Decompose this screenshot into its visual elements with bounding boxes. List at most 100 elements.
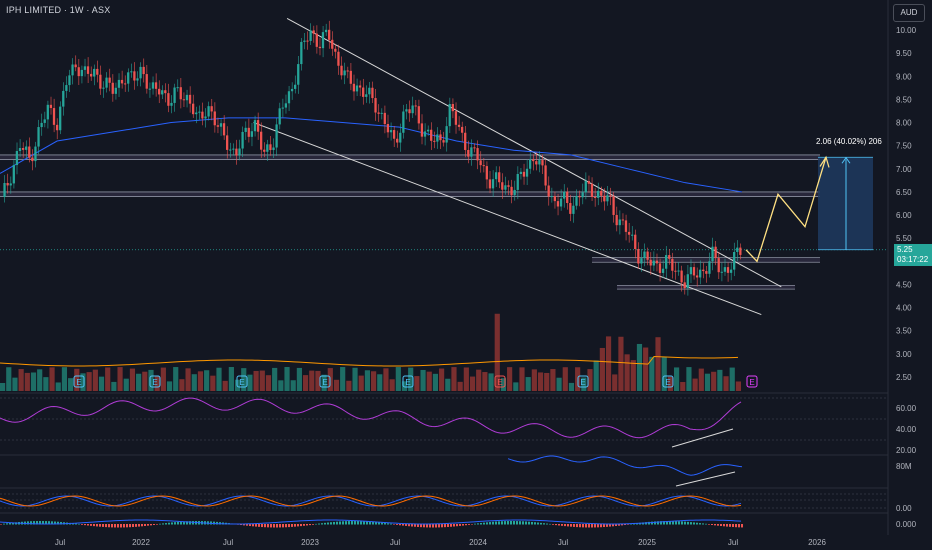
macd-hist-102 — [102, 524, 104, 527]
macd-hist-372 — [372, 521, 374, 525]
candle-body-8 — [25, 146, 28, 150]
candle-body-157 — [485, 166, 488, 180]
macd-hist-711 — [711, 524, 713, 525]
macd-hist-537 — [537, 522, 539, 525]
currency-button[interactable]: AUD — [893, 4, 925, 22]
macd-hist-456 — [456, 524, 458, 527]
candle-body-203 — [627, 231, 631, 235]
candle-body-164 — [507, 185, 510, 187]
candle-body-145 — [448, 104, 451, 127]
candle-body-237 — [733, 251, 736, 270]
macd-hist-420 — [420, 524, 422, 528]
candle-body-94 — [290, 88, 294, 92]
candle-body-222 — [686, 274, 689, 289]
x-tick-8: Jul — [728, 538, 738, 547]
volume-bar-92 — [284, 367, 290, 391]
candle-body-206 — [637, 249, 640, 264]
candle-body-165 — [510, 186, 513, 196]
volume-bar-124 — [383, 368, 389, 391]
macd-hist-489 — [489, 522, 491, 525]
macd-hist-573 — [573, 524, 575, 527]
macd-hist-732 — [732, 524, 734, 528]
candle-body-63 — [195, 112, 198, 115]
macd-hist-126 — [126, 524, 128, 528]
macd-hist-699 — [699, 523, 701, 525]
candle-body-122 — [377, 112, 380, 114]
candle-body-213 — [658, 263, 662, 273]
candle-body-7 — [21, 148, 25, 150]
candle-body-17 — [52, 108, 56, 125]
macd-hist-147 — [147, 524, 149, 526]
volume-bar-70 — [216, 367, 222, 391]
volume-bar-68 — [210, 375, 216, 391]
channel-lower — [253, 122, 762, 316]
macd-hist-720 — [720, 524, 722, 527]
volume-bar-84 — [259, 370, 265, 391]
candle-body-84 — [260, 131, 263, 150]
macd-hist-507 — [507, 521, 509, 525]
candle-body-217 — [671, 258, 674, 271]
volume-bar-16 — [49, 367, 55, 391]
macd-hist-282 — [282, 524, 284, 528]
candle-body-162 — [501, 182, 504, 190]
candle-body-71 — [219, 123, 223, 127]
y-tick-8: 6.00 — [896, 211, 912, 220]
y-tick-0: 10.00 — [896, 26, 917, 35]
macd-hist-609 — [609, 524, 611, 527]
candle-body-55 — [170, 102, 173, 106]
volume-bar-80 — [247, 374, 253, 391]
macd-hist-651 — [651, 521, 653, 525]
candle-body-201 — [621, 219, 625, 221]
macd-hist-393 — [393, 524, 395, 525]
macd-hist-318 — [318, 523, 320, 525]
macd-hist-33 — [33, 521, 35, 525]
candle-body-103 — [318, 46, 322, 49]
x-tick-0: Jul — [55, 538, 65, 547]
macd-hist-369 — [369, 521, 371, 525]
candle-body-16 — [49, 104, 53, 109]
macd-hist-243 — [243, 524, 245, 526]
macd-hist-27 — [27, 521, 29, 525]
macd-hist-3 — [3, 523, 5, 525]
macd-hist-354 — [354, 521, 356, 525]
candle-body-30 — [93, 68, 96, 77]
volume-bar-52 — [160, 367, 166, 391]
macd-hist-474 — [474, 523, 476, 525]
volume-bar-158 — [488, 373, 494, 391]
macd-hist-171 — [171, 522, 173, 525]
candle-body-131 — [405, 109, 408, 112]
candle-body-166 — [513, 189, 516, 196]
macd-hist-267 — [267, 524, 269, 528]
obv-tick: 80M — [896, 462, 912, 471]
volume-bar-32 — [98, 376, 105, 391]
candle-body-225 — [695, 275, 699, 278]
candle-body-200 — [618, 219, 621, 226]
volume-bar-176 — [544, 372, 550, 391]
macd-hist-159 — [159, 523, 161, 525]
candle-body-113 — [349, 70, 352, 84]
candle-body-99 — [306, 40, 309, 42]
macd-hist-678 — [678, 521, 680, 525]
volume-bar-224 — [692, 378, 698, 391]
candle-body-204 — [631, 234, 634, 236]
macd-hist-189 — [189, 521, 191, 525]
volume-bar-78 — [241, 368, 247, 391]
candle-body-185 — [572, 205, 575, 214]
macd-hist-435 — [435, 524, 437, 528]
volume-bar-170 — [525, 377, 531, 391]
macd-hist-111 — [111, 524, 113, 528]
candle-body-138 — [426, 129, 430, 132]
candle-body-119 — [368, 87, 371, 95]
macd-hist-606 — [606, 524, 608, 527]
y-tick-12: 4.00 — [896, 304, 912, 313]
candle-body-10 — [31, 157, 34, 162]
candle-body-105 — [324, 29, 328, 33]
candle-body-221 — [683, 282, 686, 289]
volume-bar-128 — [395, 367, 401, 391]
candle-body-37 — [114, 87, 117, 94]
candle-body-189 — [584, 181, 587, 193]
candle-body-198 — [612, 196, 615, 215]
channel-upper — [286, 17, 782, 288]
macd-hist-174 — [174, 522, 176, 525]
